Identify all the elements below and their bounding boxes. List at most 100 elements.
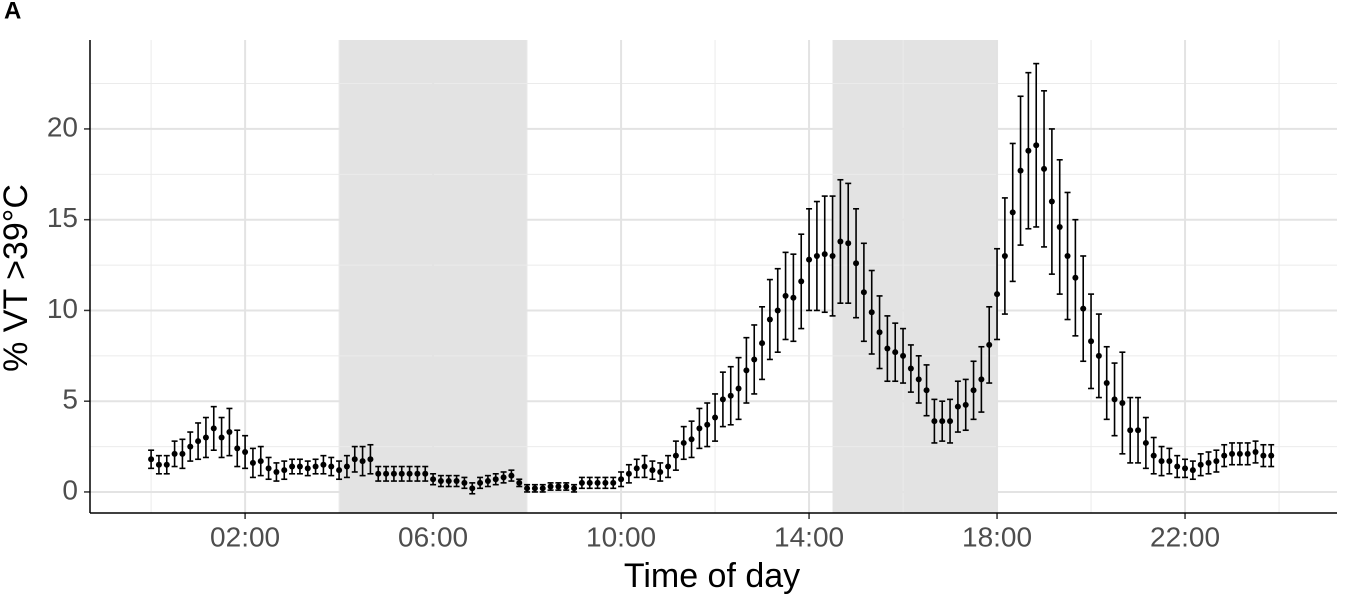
- point: [453, 478, 460, 485]
- point: [187, 443, 194, 450]
- point: [1025, 147, 1032, 154]
- shaded-range: [832, 40, 998, 513]
- point: [1009, 209, 1016, 216]
- point: [367, 456, 374, 463]
- point: [845, 240, 852, 247]
- point: [1236, 450, 1243, 457]
- point: [970, 387, 977, 394]
- point: [907, 365, 914, 372]
- point: [1127, 427, 1134, 434]
- point: [1072, 274, 1079, 281]
- point: [296, 463, 303, 470]
- point: [469, 485, 476, 492]
- point: [1244, 450, 1251, 457]
- point: [422, 470, 429, 477]
- point: [633, 465, 640, 472]
- point: [892, 349, 899, 356]
- point: [516, 479, 523, 486]
- point: [500, 474, 507, 481]
- point: [790, 294, 797, 301]
- point: [218, 434, 225, 441]
- point: [508, 472, 515, 479]
- point: [939, 418, 946, 425]
- point: [226, 429, 233, 436]
- point: [868, 309, 875, 316]
- point: [1166, 458, 1173, 465]
- panel-label: A: [4, 0, 21, 24]
- point: [672, 452, 679, 459]
- point: [610, 479, 617, 486]
- point: [900, 352, 907, 359]
- point: [727, 392, 734, 399]
- x-tick-label: 02:00: [210, 521, 280, 552]
- y-tick-label: 20: [47, 111, 78, 142]
- point: [688, 436, 695, 443]
- point: [1213, 458, 1220, 465]
- point: [375, 470, 382, 477]
- point: [1041, 165, 1048, 172]
- point: [484, 478, 491, 485]
- point: [1080, 305, 1087, 312]
- point: [390, 470, 397, 477]
- point: [821, 251, 828, 258]
- point: [1119, 400, 1126, 407]
- point: [437, 478, 444, 485]
- point: [1182, 465, 1189, 472]
- point: [954, 403, 961, 410]
- point: [359, 458, 366, 465]
- point: [657, 468, 664, 475]
- point: [978, 376, 985, 383]
- point: [445, 478, 452, 485]
- point: [853, 260, 860, 267]
- point: [1197, 461, 1204, 468]
- point: [430, 476, 437, 483]
- point: [1017, 167, 1024, 174]
- point: [1221, 452, 1228, 459]
- point: [547, 483, 554, 490]
- point: [735, 385, 742, 392]
- point: [1229, 450, 1236, 457]
- x-tick-label: 10:00: [586, 521, 656, 552]
- point: [210, 425, 217, 432]
- point: [265, 465, 272, 472]
- point: [539, 485, 546, 492]
- point: [704, 421, 711, 428]
- point: [774, 307, 781, 314]
- point: [281, 467, 288, 474]
- point: [947, 418, 954, 425]
- point: [1103, 380, 1110, 387]
- point: [594, 479, 601, 486]
- point: [806, 256, 813, 263]
- point: [1252, 449, 1259, 456]
- point: [1150, 452, 1157, 459]
- point: [618, 476, 625, 483]
- point: [343, 463, 350, 470]
- point: [931, 418, 938, 425]
- point: [813, 252, 820, 259]
- point: [1205, 459, 1212, 466]
- point: [1189, 467, 1196, 474]
- point: [1095, 352, 1102, 359]
- point: [1260, 452, 1267, 459]
- point: [383, 470, 390, 477]
- point: [712, 414, 719, 421]
- point: [986, 341, 993, 348]
- point: [148, 456, 155, 463]
- point: [578, 479, 585, 486]
- point: [242, 449, 249, 456]
- point: [563, 483, 570, 490]
- point: [351, 456, 358, 463]
- point: [782, 292, 789, 299]
- point: [257, 458, 264, 465]
- point: [743, 367, 750, 374]
- point: [829, 252, 836, 259]
- point: [665, 463, 672, 470]
- point: [602, 479, 609, 486]
- point: [1001, 252, 1008, 259]
- point: [571, 485, 578, 492]
- x-tick-label: 14:00: [774, 521, 844, 552]
- point: [398, 470, 405, 477]
- y-tick-label: 10: [47, 293, 78, 324]
- point: [1135, 427, 1142, 434]
- y-axis-title: % VT >39°C: [0, 184, 35, 372]
